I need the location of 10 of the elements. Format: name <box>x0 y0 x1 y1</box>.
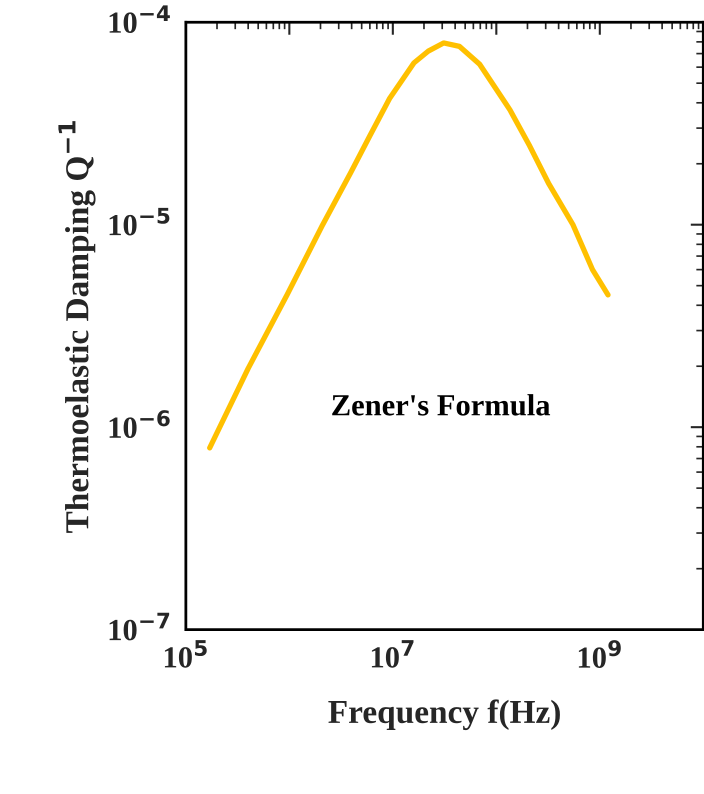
y-tick-label: 10$^{−4}$ <box>110 5 170 33</box>
y-tick-label: 10$^{−7}$ <box>110 612 170 640</box>
text: Zener's Formula <box>332 394 550 416</box>
y-axis-title: Thermoelastic Damping Q$^{−1}$ <box>58 121 96 533</box>
x-axis-title: Frequency f(Hz) <box>328 699 560 730</box>
x-tick-label: 10$^{7}$ <box>372 640 414 668</box>
x-tick-label: 10$^{9}$ <box>578 640 621 668</box>
y-tick-label: 10$^{−5}$ <box>110 208 170 236</box>
y-tick-label: 10$^{−6}$ <box>110 410 170 438</box>
x-tick-label: 10$^{5}$ <box>164 640 207 668</box>
